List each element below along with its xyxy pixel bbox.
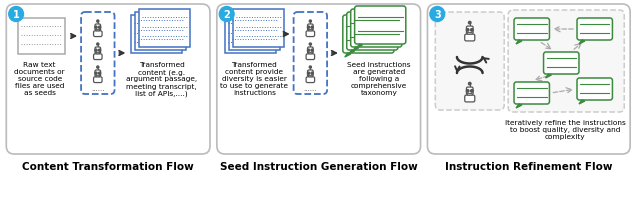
Circle shape [9, 6, 24, 21]
Circle shape [311, 26, 313, 28]
FancyBboxPatch shape [307, 24, 313, 31]
Text: Iteratively refine the instructions
to boost quality, diversity and
complexity: Iteratively refine the instructions to b… [505, 120, 625, 140]
Circle shape [220, 6, 234, 21]
FancyBboxPatch shape [307, 47, 313, 54]
Text: 1: 1 [13, 9, 19, 20]
FancyBboxPatch shape [308, 75, 312, 77]
Circle shape [99, 49, 100, 51]
FancyBboxPatch shape [225, 15, 276, 53]
Circle shape [470, 29, 473, 31]
FancyBboxPatch shape [467, 87, 473, 95]
FancyBboxPatch shape [428, 4, 630, 154]
Text: Raw text
documents or
source code
files are used
as seeds: Raw text documents or source code files … [15, 62, 65, 96]
FancyBboxPatch shape [131, 15, 182, 53]
Polygon shape [345, 53, 351, 57]
FancyBboxPatch shape [6, 4, 210, 154]
FancyBboxPatch shape [306, 31, 315, 37]
FancyBboxPatch shape [577, 18, 612, 40]
Circle shape [309, 20, 312, 22]
Circle shape [97, 43, 99, 45]
FancyBboxPatch shape [18, 18, 65, 54]
FancyBboxPatch shape [232, 9, 284, 47]
Circle shape [307, 49, 310, 51]
FancyBboxPatch shape [543, 52, 579, 74]
FancyBboxPatch shape [93, 31, 102, 37]
FancyBboxPatch shape [93, 77, 102, 83]
FancyBboxPatch shape [306, 54, 315, 60]
FancyBboxPatch shape [139, 9, 190, 47]
Polygon shape [516, 104, 522, 108]
FancyBboxPatch shape [467, 93, 472, 95]
Text: Content Transformation Flow: Content Transformation Flow [22, 162, 194, 172]
Circle shape [97, 66, 99, 68]
Circle shape [307, 26, 310, 28]
FancyBboxPatch shape [95, 47, 100, 54]
FancyBboxPatch shape [95, 75, 100, 77]
Text: ......: ...... [91, 86, 104, 92]
Circle shape [99, 26, 100, 28]
Circle shape [311, 49, 313, 51]
Circle shape [97, 20, 99, 22]
FancyBboxPatch shape [465, 95, 475, 102]
FancyBboxPatch shape [467, 26, 473, 34]
Polygon shape [349, 50, 355, 54]
Circle shape [467, 90, 469, 92]
FancyBboxPatch shape [217, 4, 420, 154]
FancyBboxPatch shape [508, 10, 624, 112]
FancyBboxPatch shape [355, 6, 406, 44]
FancyBboxPatch shape [294, 12, 327, 94]
Circle shape [470, 90, 473, 92]
FancyBboxPatch shape [343, 15, 394, 53]
Circle shape [468, 82, 471, 85]
FancyBboxPatch shape [577, 78, 612, 100]
FancyBboxPatch shape [308, 52, 312, 54]
Polygon shape [356, 44, 362, 48]
FancyBboxPatch shape [467, 33, 472, 34]
Circle shape [467, 29, 469, 31]
FancyBboxPatch shape [465, 34, 475, 41]
Text: Seed instructions
are generated
following a
comprehensive
taxonomy: Seed instructions are generated followin… [348, 62, 411, 96]
FancyBboxPatch shape [95, 29, 100, 31]
FancyBboxPatch shape [307, 70, 313, 76]
FancyBboxPatch shape [95, 70, 100, 76]
FancyBboxPatch shape [95, 52, 100, 54]
Circle shape [311, 72, 313, 74]
Text: Transformed
content (e.g.
argument passage,
meeting transcript,
list of APIs,...: Transformed content (e.g. argument passa… [126, 62, 197, 97]
Circle shape [309, 66, 312, 68]
FancyBboxPatch shape [351, 9, 402, 47]
FancyBboxPatch shape [308, 29, 312, 31]
Text: Instruction Refinement Flow: Instruction Refinement Flow [445, 162, 612, 172]
Circle shape [468, 21, 471, 24]
FancyBboxPatch shape [347, 12, 398, 50]
Polygon shape [353, 47, 358, 51]
Text: 3: 3 [434, 9, 441, 20]
FancyBboxPatch shape [81, 12, 115, 94]
FancyBboxPatch shape [435, 12, 504, 110]
Text: Seed Instruction Generation Flow: Seed Instruction Generation Flow [220, 162, 417, 172]
Circle shape [430, 6, 445, 21]
Polygon shape [516, 40, 522, 44]
FancyBboxPatch shape [93, 54, 102, 60]
Circle shape [307, 72, 310, 74]
Circle shape [95, 26, 97, 28]
Polygon shape [579, 100, 585, 104]
Text: Transformed
content provide
diversity is easier
to use to generate
instructions: Transformed content provide diversity is… [220, 62, 288, 96]
Polygon shape [545, 74, 552, 78]
Circle shape [95, 49, 97, 51]
FancyBboxPatch shape [514, 18, 550, 40]
Text: ......: ...... [303, 86, 317, 92]
FancyBboxPatch shape [95, 24, 100, 31]
Text: 2: 2 [223, 9, 230, 20]
FancyBboxPatch shape [228, 12, 280, 50]
FancyBboxPatch shape [306, 77, 315, 83]
Circle shape [99, 72, 100, 74]
Circle shape [309, 43, 312, 45]
Circle shape [95, 72, 97, 74]
Polygon shape [579, 40, 585, 44]
FancyBboxPatch shape [135, 12, 186, 50]
FancyBboxPatch shape [514, 82, 550, 104]
